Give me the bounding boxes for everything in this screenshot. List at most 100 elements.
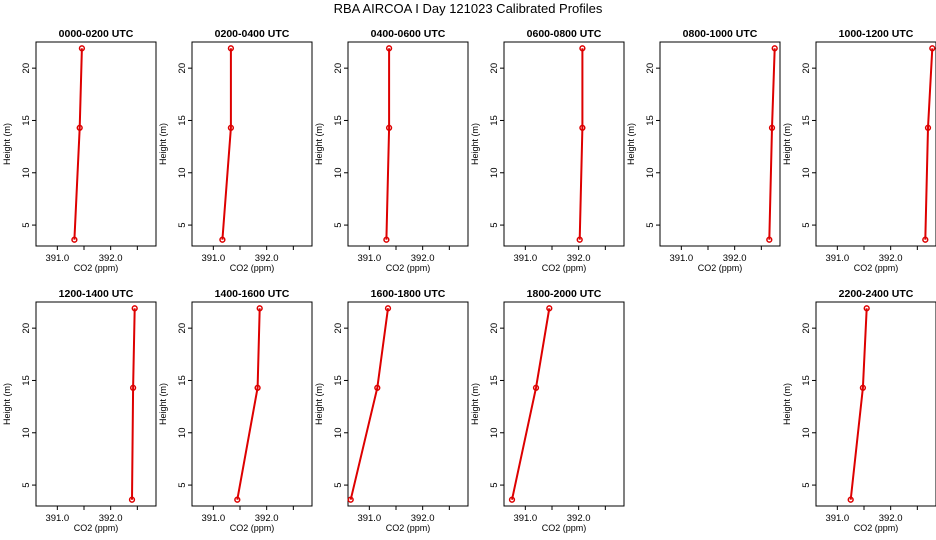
y-axis-label: Height (m) [470, 383, 480, 425]
x-tick-label: 392.0 [879, 253, 903, 264]
data-point [227, 124, 235, 131]
y-tick-label: 10 [177, 167, 188, 178]
plot-frame [191, 301, 313, 507]
profile-panel: 0000-0200 UTC 391.0 392.0 5 10 15 20 CO2 (ppm) H… [2, 28, 157, 273]
y-axis-label: Height (m) [314, 123, 324, 165]
x-tick-label: 391.0 [45, 513, 69, 524]
profile-line [236, 308, 261, 500]
data-point [256, 305, 263, 312]
y-tick-label: 5 [489, 222, 500, 227]
data-point [859, 384, 867, 391]
data-point [771, 45, 778, 52]
y-axis-label: Height (m) [2, 123, 12, 165]
profile-line [385, 48, 391, 240]
profile-panel: 1400-1600 UTC 391.0 392.0 5 10 15 20 CO2 (ppm) H… [158, 288, 313, 533]
y-axis-label: Height (m) [626, 123, 636, 165]
plot-frame [659, 41, 781, 247]
plot-frame [815, 301, 936, 507]
plot-frame [191, 41, 313, 247]
panel-title: 1400-1600 UTC [215, 288, 290, 300]
y-tick-label: 5 [177, 222, 188, 227]
x-axis-label: CO2 (ppm) [386, 523, 431, 533]
y-tick-label: 10 [21, 427, 32, 438]
data-point [227, 45, 235, 52]
plot-frame [35, 301, 157, 507]
data-point [768, 124, 776, 131]
profile-panel: 1000-1200 UTC 391.0 392.0 5 10 15 20 CO2 (ppm) H… [782, 28, 936, 273]
x-tick-label: 392.0 [567, 253, 591, 264]
x-axis-label: CO2 (ppm) [74, 263, 119, 273]
panel-title: 0000-0200 UTC [59, 28, 134, 40]
data-point [385, 45, 393, 52]
panel-grid: 0000-0200 UTC 391.0 392.0 5 10 15 20 CO2 (ppm) H… [2, 28, 936, 533]
profile-panel: 0600-0800 UTC 391.0 392.0 5 10 15 20 CO2 (ppm) H… [470, 28, 625, 273]
data-point [579, 45, 586, 52]
y-tick-label: 5 [21, 222, 32, 227]
y-tick-label: 5 [21, 482, 32, 487]
profile-panel: 0200-0400 UTC 391.0 392.0 5 10 15 20 CO2 (ppm) H… [158, 28, 313, 273]
y-tick-label: 20 [333, 63, 344, 74]
y-axis-label: Height (m) [782, 123, 792, 165]
y-tick-label: 10 [489, 167, 500, 178]
x-tick-label: 392.0 [255, 513, 279, 524]
panel-title: 1000-1200 UTC [839, 28, 914, 40]
x-axis-label: CO2 (ppm) [386, 263, 431, 273]
x-axis-label: CO2 (ppm) [698, 263, 743, 273]
data-point [579, 124, 586, 131]
x-axis-label: CO2 (ppm) [74, 523, 119, 533]
profile-line [131, 308, 136, 500]
data-point [234, 496, 241, 503]
x-tick-label: 392.0 [255, 253, 279, 264]
y-axis-label: Height (m) [470, 123, 480, 165]
y-tick-label: 10 [489, 427, 500, 438]
data-point [347, 496, 354, 503]
profile-panel: 0800-1000 UTC 391.0 392.0 5 10 15 20 CO2 (ppm) H… [626, 28, 781, 273]
x-axis-label: CO2 (ppm) [854, 263, 899, 273]
data-point [131, 305, 138, 312]
profile-line [73, 48, 83, 240]
x-tick-label: 391.0 [825, 513, 849, 524]
y-tick-label: 15 [801, 115, 812, 126]
y-tick-label: 15 [177, 115, 188, 126]
y-axis-label: Height (m) [2, 383, 12, 425]
x-tick-label: 391.0 [513, 513, 537, 524]
x-tick-label: 391.0 [513, 253, 537, 264]
y-tick-label: 20 [489, 323, 500, 334]
profile-panel: 1800-2000 UTC 391.0 392.0 5 10 15 20 CO2 (ppm) H… [470, 288, 625, 533]
profile-panel: 1600-1800 UTC 391.0 392.0 5 10 15 20 CO2 (ppm) H… [314, 288, 469, 533]
plot-frame [35, 41, 157, 247]
data-point [924, 124, 932, 131]
y-tick-label: 5 [177, 482, 188, 487]
y-tick-label: 5 [801, 222, 812, 227]
y-tick-label: 15 [489, 115, 500, 126]
data-point [219, 236, 226, 243]
profile-panel: 2200-2400 UTC 391.0 392.0 5 10 15 20 CO2 (ppm) H… [782, 288, 936, 533]
y-tick-label: 15 [333, 375, 344, 386]
y-tick-label: 15 [489, 375, 500, 386]
y-tick-label: 15 [645, 115, 656, 126]
plot-frame [347, 41, 469, 247]
panel-title: 1600-1800 UTC [371, 288, 446, 300]
data-point [374, 384, 381, 391]
plot-frame [503, 41, 625, 247]
y-tick-label: 10 [801, 427, 812, 438]
y-axis-label: Height (m) [158, 383, 168, 425]
y-tick-label: 10 [333, 167, 344, 178]
y-tick-label: 10 [645, 167, 656, 178]
y-tick-label: 20 [801, 323, 812, 334]
profile-line [768, 48, 776, 240]
data-point [929, 45, 936, 52]
y-tick-label: 20 [333, 323, 344, 334]
data-point [71, 236, 78, 243]
y-tick-label: 20 [177, 323, 188, 334]
y-tick-label: 10 [801, 167, 812, 178]
y-tick-label: 15 [177, 375, 188, 386]
data-point [922, 236, 929, 243]
x-tick-label: 392.0 [99, 253, 123, 264]
profile-panel: 0400-0600 UTC 391.0 392.0 5 10 15 20 CO2 (ppm) H… [314, 28, 469, 273]
x-tick-label: 391.0 [669, 253, 693, 264]
data-point [532, 384, 540, 391]
y-tick-label: 20 [801, 63, 812, 74]
y-axis-label: Height (m) [158, 123, 168, 165]
data-point [78, 45, 86, 52]
